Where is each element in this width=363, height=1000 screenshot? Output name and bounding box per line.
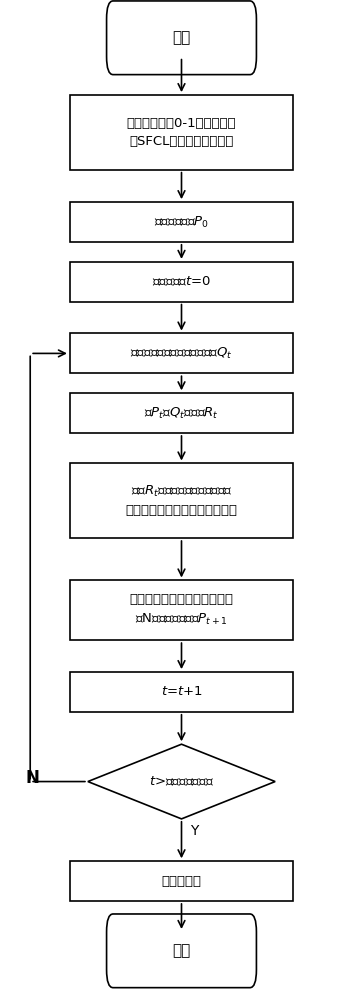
Text: 结束: 结束 [172,943,191,958]
FancyBboxPatch shape [70,672,293,712]
FancyBboxPatch shape [70,202,293,242]
FancyBboxPatch shape [107,914,256,988]
FancyBboxPatch shape [70,95,293,170]
Text: 输出最优解: 输出最优解 [162,875,201,888]
Text: N: N [25,769,39,787]
Text: 将$P_t$和$Q_t$并入到$R_t$: 将$P_t$和$Q_t$并入到$R_t$ [144,406,219,421]
Text: 依据精英保留策略，选取规模
为N的新的父代种群$P_{t+1}$: 依据精英保留策略，选取规模 为N的新的父代种群$P_{t+1}$ [130,593,233,627]
Text: 令迭代次数$t$=0: 令迭代次数$t$=0 [152,275,211,288]
FancyBboxPatch shape [70,262,293,302]
FancyBboxPatch shape [70,580,293,640]
Text: Y: Y [190,824,198,838]
FancyBboxPatch shape [70,861,293,901]
Text: 对候选址进行0-1编码，对相
应SFCL参数进行实数编码: 对候选址进行0-1编码，对相 应SFCL参数进行实数编码 [127,117,236,148]
Text: $t$=$t$+1: $t$=$t$+1 [160,685,203,698]
FancyBboxPatch shape [70,333,293,373]
Text: 产生初始种群$P_0$: 产生初始种群$P_0$ [154,214,209,230]
FancyBboxPatch shape [70,463,293,538]
FancyBboxPatch shape [70,393,293,433]
FancyBboxPatch shape [107,1,256,75]
Text: $t$>最大迭代次数？: $t$>最大迭代次数？ [149,775,214,788]
Polygon shape [88,744,275,819]
Text: 开始: 开始 [172,30,191,45]
Text: 选择、交叉、变异得到新种群$Q_t$: 选择、交叉、变异得到新种群$Q_t$ [130,346,233,361]
Text: 构造$R_t$的非支配集，并计算同级
个体的聚集距离，形成偏序关系: 构造$R_t$的非支配集，并计算同级 个体的聚集距离，形成偏序关系 [126,484,237,517]
